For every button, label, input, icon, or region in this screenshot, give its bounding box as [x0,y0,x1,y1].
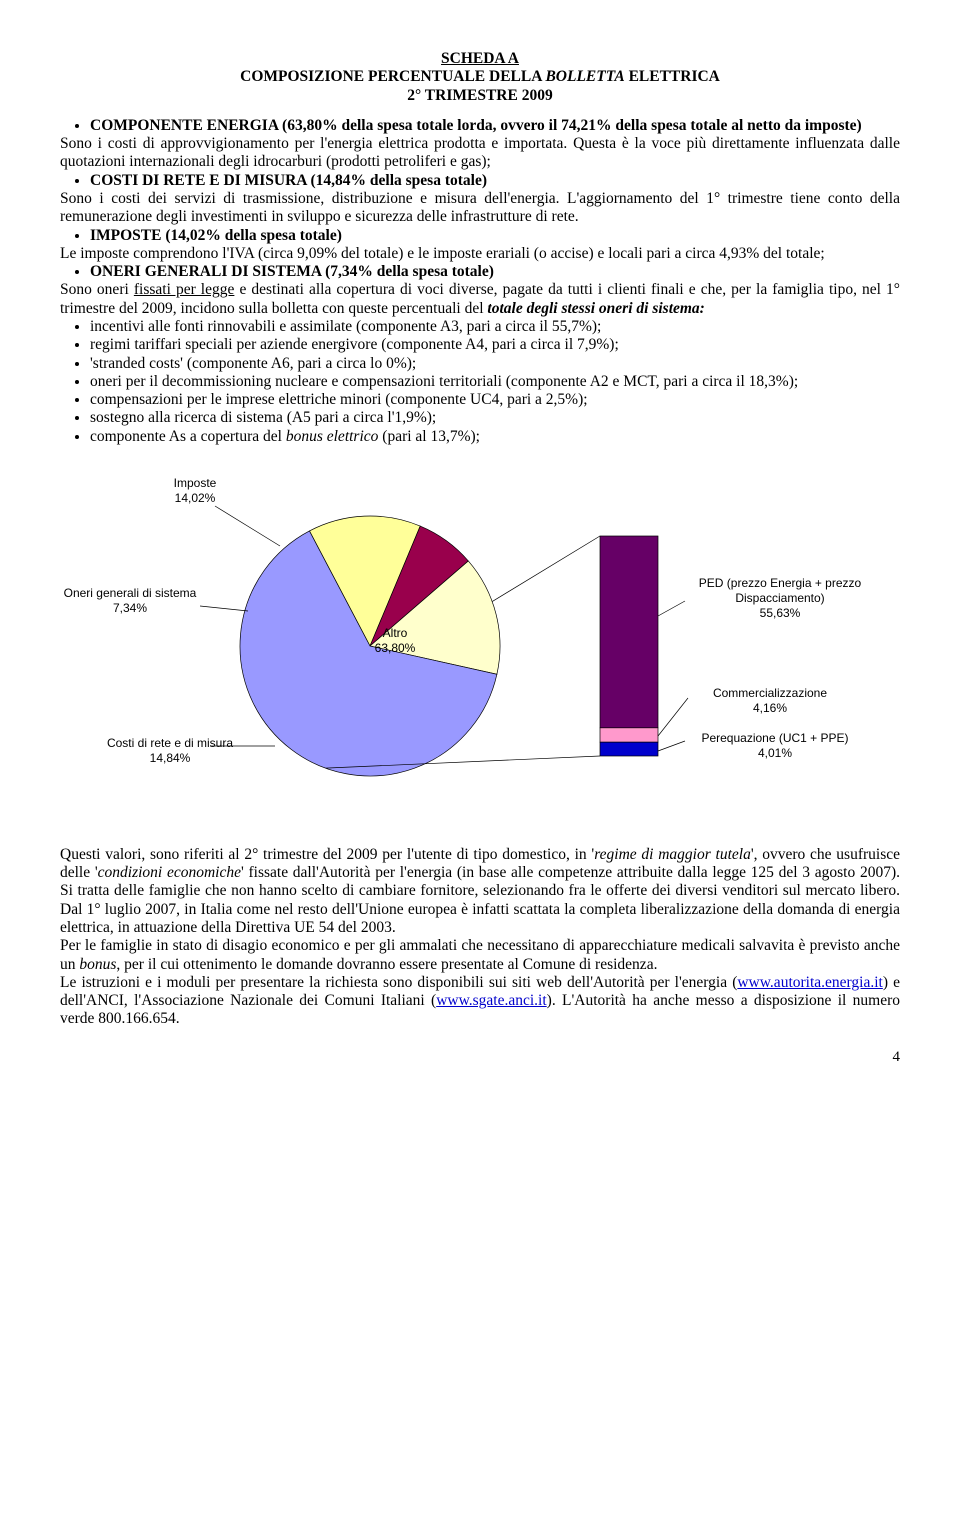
title-2b: BOLLETTA [545,68,624,85]
para-energia: Sono i costi di approvvigionamento per l… [60,135,900,172]
oneri-d: totale degli stessi oneri di sistema: [487,300,704,317]
title-line-2: COMPOSIZIONE PERCENTUALE DELLA BOLLETTA … [60,68,900,86]
l2: 4,01% [758,746,792,760]
heading-imposte: IMPOSTE (14,02% della spesa totale) [90,227,342,244]
label-altro: Altro 63,80% [365,626,425,656]
footer-p1: Questi valori, sono riferiti al 2° trime… [60,846,900,937]
l2: 14,84% [150,751,191,765]
s7a: componente As a copertura del [90,428,286,445]
list-item: COMPONENTE ENERGIA (63,80% della spesa t… [90,117,900,135]
l2: 14,02% [175,491,216,505]
label-pereq: Perequazione (UC1 + PPE) 4,01% [685,731,865,761]
l2: Dispacciamento) [735,591,824,605]
label-comm: Commercializzazione 4,16% [690,686,850,716]
s7b: bonus elettrico [286,428,379,445]
label-costi: Costi di rete e di misura 14,84% [90,736,250,766]
fp3a: Le istruzioni e i moduli per presentare … [60,974,737,991]
heading-oneri: ONERI GENERALI DI SISTEMA (7,34% della s… [90,263,494,280]
sub-bullet-list: incentivi alle fonti rinnovabili e assim… [60,318,900,446]
fp1a: Questi valori, sono riferiti al 2° trime… [60,846,594,863]
label-oneri: Oneri generali di sistema 7,34% [50,586,210,616]
title-line-1: SCHEDA A [60,50,900,68]
heading-rete: COSTI DI RETE E DI MISURA (14,84% della … [90,172,487,189]
l1: Altro [383,626,408,640]
list-item: ONERI GENERALI DI SISTEMA (7,34% della s… [90,263,900,281]
l2: 7,34% [113,601,147,615]
link-autorita[interactable]: www.autorita.energia.it [737,974,882,991]
main-bullet-list: COSTI DI RETE E DI MISURA (14,84% della … [60,172,900,190]
fp1d: condizioni economiche [98,864,241,881]
l1: Oneri generali di sistema [64,586,197,600]
footer-p2: Per le famiglie in stato di disagio econ… [60,937,900,974]
list-item: compensazioni per le imprese elettriche … [90,391,900,409]
main-bullet-list: ONERI GENERALI DI SISTEMA (7,34% della s… [60,263,900,281]
list-item: componente As a copertura del bonus elet… [90,428,900,446]
list-item: sostegno alla ricerca di sistema (A5 par… [90,409,900,427]
list-item: incentivi alle fonti rinnovabili e assim… [90,318,900,336]
pie-chart: Imposte 14,02% Oneri generali di sistema… [60,476,900,816]
fp1b: regime di maggior tutela [594,846,751,863]
heading-energia: COMPONENTE ENERGIA (63,80% della spesa t… [90,117,862,134]
footer-p3: Le istruzioni e i moduli per presentare … [60,974,900,1029]
main-bullet-list: IMPOSTE (14,02% della spesa totale) [60,227,900,245]
l2: 4,16% [753,701,787,715]
list-item: COSTI DI RETE E DI MISURA (14,84% della … [90,172,900,190]
label-ped: PED (prezzo Energia + prezzo Dispacciame… [680,576,880,621]
title-2a: COMPOSIZIONE PERCENTUALE DELLA [240,68,545,85]
list-item: oneri per il decommissioning nucleare e … [90,373,900,391]
label-imposte: Imposte 14,02% [160,476,230,506]
link-sgate[interactable]: www.sgate.anci.it [436,992,546,1009]
fp2b: bonus [79,956,116,973]
para-imposte: Le imposte comprendono l'IVA (circa 9,09… [60,245,900,263]
s7c: (pari al 13,7%); [378,428,480,445]
fp2c: , per il cui ottenimento le domande dovr… [116,956,657,973]
l1: Commercializzazione [713,686,827,700]
oneri-a: Sono oneri [60,281,134,298]
l3: 55,63% [760,606,801,620]
title-line-3: 2° TRIMESTRE 2009 [60,87,900,105]
l1: Perequazione (UC1 + PPE) [701,731,848,745]
main-bullet-list: COMPONENTE ENERGIA (63,80% della spesa t… [60,117,900,135]
oneri-b: fissati per legge [134,281,235,298]
list-item: 'stranded costs' (componente A6, pari a … [90,355,900,373]
page-number: 4 [60,1049,900,1067]
para-rete: Sono i costi dei servizi di trasmissione… [60,190,900,227]
l2: 63,80% [375,641,416,655]
l1: Costi di rete e di misura [107,736,233,750]
main-content: COMPONENTE ENERGIA (63,80% della spesa t… [60,117,900,446]
list-item: regimi tariffari speciali per aziende en… [90,336,900,354]
l1: PED (prezzo Energia + prezzo [699,576,861,590]
l1: Imposte [174,476,217,490]
para-oneri: Sono oneri fissati per legge e destinati… [60,281,900,318]
title-2c: ELETTRICA [625,68,720,85]
list-item: IMPOSTE (14,02% della spesa totale) [90,227,900,245]
